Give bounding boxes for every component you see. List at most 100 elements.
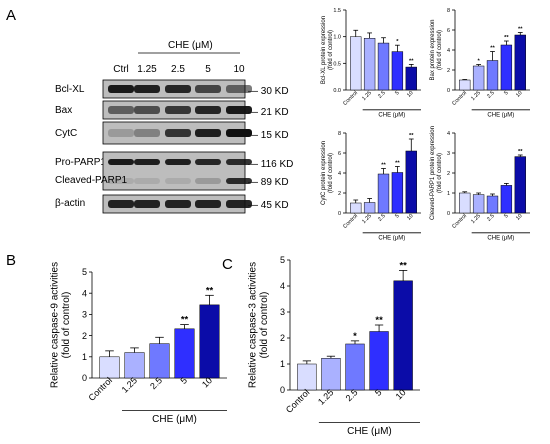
x-tick-label: 1.25 [361, 213, 373, 225]
blot-band [165, 129, 191, 137]
blot-row-label: Pro-PARP1 [55, 157, 106, 168]
significance-label: ** [375, 315, 383, 326]
significance-label: ** [399, 260, 407, 271]
blot-band [108, 178, 134, 184]
bar [345, 343, 365, 391]
significance-label: ** [504, 35, 509, 41]
y-tick-label: 3 [447, 151, 450, 157]
x-tick-label: 1.25 [470, 90, 482, 102]
y-tick-label: 8 [338, 131, 341, 137]
blot-lane-label: 2.5 [171, 64, 185, 75]
x-tick-label: 2.5 [377, 213, 387, 223]
chart-casp3: 0 1 2 3 4 5 Relative caspase-3 activities(fold… [248, 255, 420, 437]
bar [486, 195, 499, 214]
blot-band [134, 106, 160, 114]
significance-label: ** [181, 315, 189, 326]
significance-label: ** [409, 58, 414, 64]
significance-label: ** [206, 285, 214, 296]
panel-label-b: B [6, 252, 16, 269]
y-tick-label: 4 [447, 131, 450, 137]
bar [363, 202, 376, 214]
y-tick-label: 6 [338, 151, 341, 157]
x-tick-label: 10 [406, 213, 415, 222]
blot-size-label: — 45 KD [248, 200, 289, 211]
blot-size-label: — 15 KD [248, 130, 289, 141]
x-tick-label: Control [284, 387, 312, 415]
y-tick-label: 0 [447, 88, 450, 94]
blot-band [195, 159, 221, 165]
blot-band [108, 85, 134, 93]
blot-treatment-label: CHE (μM) [168, 40, 213, 51]
y-tick-label: 1.5 [333, 8, 341, 14]
x-tick-label: 2.5 [486, 90, 496, 100]
blot-strip [102, 151, 246, 191]
x-tick-label: 5 [373, 387, 384, 398]
x-tick-label: 1.25 [361, 90, 373, 102]
y-tick-label: 2 [82, 331, 87, 341]
bar [99, 356, 120, 379]
y-tick-label: 3 [82, 310, 87, 320]
y-tick-label: 0 [447, 211, 450, 217]
bar [369, 331, 389, 391]
y-axis-label: Relative caspase-9 activities(fold of co… [50, 262, 72, 388]
blot-lane-label: Ctrl [113, 64, 129, 75]
blot-band [226, 106, 252, 114]
blot-size-label: — 21 KD [248, 107, 289, 118]
x-tick-label: 5 [394, 213, 400, 219]
x-tick-label: Control [451, 90, 468, 107]
bar [321, 358, 341, 391]
bar [472, 194, 485, 214]
x-tick-label: Control [86, 375, 114, 403]
x-tick-label: 2.5 [377, 90, 387, 100]
blot-band [165, 178, 191, 184]
significance-label: * [396, 39, 399, 45]
blot-band [195, 129, 221, 137]
blot-band [108, 129, 134, 137]
blot-band [134, 129, 160, 137]
bar [350, 202, 362, 214]
blot-band [165, 85, 191, 93]
significance-label: ** [490, 46, 495, 52]
y-tick-label: 0.5 [333, 61, 341, 67]
significance-label: ** [395, 161, 400, 167]
blot-band [134, 159, 160, 165]
y-axis-label: Bax protein expression(fold of control) [430, 19, 443, 80]
x-axis-label: CHE (μM) [378, 236, 405, 242]
y-tick-label: 0 [280, 385, 285, 395]
y-tick-label: 1 [82, 352, 87, 362]
blot-size-label: — 30 KD [248, 86, 289, 97]
significance-label: * [477, 59, 480, 65]
y-tick-label: 2 [338, 191, 341, 197]
y-axis-label: Cleaved-PARP1 protein expression(fold of… [430, 126, 443, 220]
x-axis-label: CHE (μM) [487, 236, 514, 242]
x-tick-label: 2.5 [486, 213, 496, 223]
y-axis-label: CytC protein expression(fold of control) [321, 141, 334, 205]
blot-band [195, 200, 221, 208]
chart-bclxl: 0.0 0.5 1.0 1.5 Bcl-XL protein expression(fo… [321, 8, 421, 119]
x-tick-label: Control [342, 90, 359, 107]
blot-band [134, 200, 160, 208]
y-tick-label: 4 [338, 171, 341, 177]
bar [500, 44, 513, 91]
blot-band [226, 129, 252, 137]
y-tick-label: 1 [280, 359, 285, 369]
x-axis-label: CHE (μM) [487, 113, 514, 119]
x-tick-label: 1.25 [470, 213, 482, 225]
bar [472, 65, 485, 91]
x-tick-label: 10 [515, 90, 524, 99]
blot-size-label: — 116 KD [248, 159, 293, 170]
bar [297, 363, 317, 391]
blot-lane-label: 1.25 [137, 64, 157, 75]
y-tick-label: 3 [280, 307, 285, 317]
blot-row-label: Bcl-XL [55, 84, 85, 95]
blot-band [195, 85, 221, 93]
y-tick-label: 1 [447, 191, 450, 197]
blot-size-label: — 89 KD [248, 177, 289, 188]
x-axis-label: CHE (μM) [347, 426, 392, 437]
bar [405, 150, 417, 214]
bar [500, 185, 513, 214]
significance-label: ** [409, 133, 414, 139]
x-tick-label: 5 [178, 375, 189, 386]
bar [350, 36, 362, 91]
y-tick-label: 5 [280, 255, 285, 265]
